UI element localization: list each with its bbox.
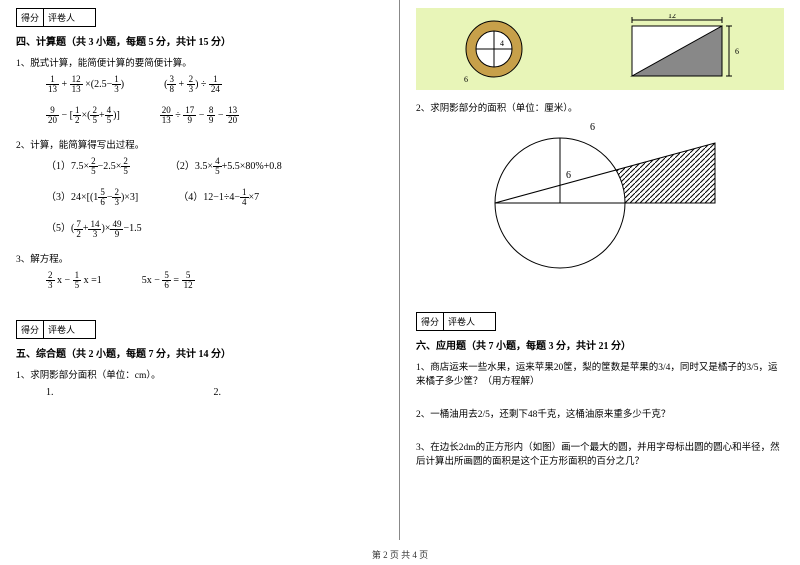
formula: (38 + 23) ÷ 124: [164, 75, 222, 94]
q1-row1: 113 + 1213 ×(2.5−13) (38 + 23) ÷ 124: [46, 75, 383, 94]
score-box-6: 得分 评卷人: [416, 312, 496, 331]
page-container: 得分 评卷人 四、计算题（共 3 小题，每题 5 分，共计 15 分） 1、脱式…: [0, 0, 800, 540]
score-box-4: 得分 评卷人: [16, 8, 96, 27]
diagram-2: 6 6: [460, 118, 740, 288]
formula: （4）12−1÷4−14×7: [178, 188, 259, 207]
section-4-title: 四、计算题（共 3 小题，每题 5 分，共计 15 分）: [16, 33, 231, 48]
label: 6: [464, 75, 468, 84]
marker-label: 评卷人: [44, 321, 79, 338]
rect-diagram: 12 6: [617, 14, 747, 84]
formula: 113 + 1213 ×(2.5−13): [46, 75, 124, 94]
q2-row2: （3）24×[(156−23)×3] （4）12−1÷4−14×7: [46, 188, 383, 207]
marker-label: 评卷人: [44, 9, 79, 26]
right-column: 4 6 12 6 2、求阴影部分的面积（单位：厘米）。: [400, 0, 800, 540]
diagram-1: 4 6 12 6: [416, 8, 784, 90]
sub-label: 1.: [46, 387, 54, 398]
q5-sub: 1. 2.: [46, 387, 383, 398]
score-label: 得分: [417, 313, 444, 330]
score-label: 得分: [17, 321, 44, 338]
label: 6: [590, 122, 595, 133]
q1-label: 1、脱式计算，能简便计算的要简便计算。: [16, 55, 383, 69]
section-5-title: 五、综合题（共 2 小题，每题 7 分，共计 14 分）: [16, 345, 231, 360]
formula: （5）(72+143)×499−1.5: [46, 219, 142, 238]
formula: 5x − 56 = 512: [142, 271, 195, 290]
q6-1: 1、商店运来一些水果，运来苹果20筐，梨的筐数是苹果的3/4，同时又是橘子的3/…: [416, 359, 784, 387]
formula: 2013 ÷ 179 − 89 − 1320: [160, 106, 239, 125]
q3-row: 23 x − 15 x =1 5x − 56 = 512: [46, 271, 383, 290]
q2-right-label: 2、求阴影部分的面积（单位：厘米）。: [416, 100, 784, 114]
q6-2: 2、一桶油用去2/5，还剩下48千克，这桶油原来重多少千克？: [416, 406, 784, 420]
formula: （1）7.5×25−2.5×25: [46, 157, 130, 176]
q2-row3: （5）(72+143)×499−1.5: [46, 219, 383, 238]
left-column: 得分 评卷人 四、计算题（共 3 小题，每题 5 分，共计 15 分） 1、脱式…: [0, 0, 400, 540]
label: 12: [668, 14, 676, 20]
q2-label: 2、计算，能简算得写出过程。: [16, 137, 383, 151]
q2-row1: （1）7.5×25−2.5×25 （2）3.5×45+5.5×80%+0.8: [46, 157, 383, 176]
sub-label: 2.: [214, 387, 222, 398]
q1-row2: 920 − [12×(25+45)] 2013 ÷ 179 − 89 − 132…: [46, 106, 383, 125]
score-box-5: 得分 评卷人: [16, 320, 96, 339]
marker-label: 评卷人: [444, 313, 479, 330]
q3-label: 3、解方程。: [16, 251, 383, 265]
section-6-title: 六、应用题（共 7 小题，每题 3 分，共计 21 分）: [416, 337, 631, 352]
score-label: 得分: [17, 9, 44, 26]
q5-1: 1、求阴影部分面积（单位：cm）。: [16, 367, 383, 381]
ring-diagram: 4 6: [454, 14, 534, 84]
label: 6: [566, 170, 571, 181]
page-footer: 第 2 页 共 4 页: [0, 548, 800, 561]
label: 4: [500, 39, 504, 48]
q6-3: 3、在边长2dm的正方形内（如图）画一个最大的圆，并用字母标出圆的圆心和半径，然…: [416, 439, 784, 467]
formula: 23 x − 15 x =1: [46, 271, 102, 290]
formula: （2）3.5×45+5.5×80%+0.8: [170, 157, 282, 176]
formula: （3）24×[(156−23)×3]: [46, 188, 138, 207]
formula: 920 − [12×(25+45)]: [46, 106, 120, 125]
label: 6: [735, 47, 739, 56]
